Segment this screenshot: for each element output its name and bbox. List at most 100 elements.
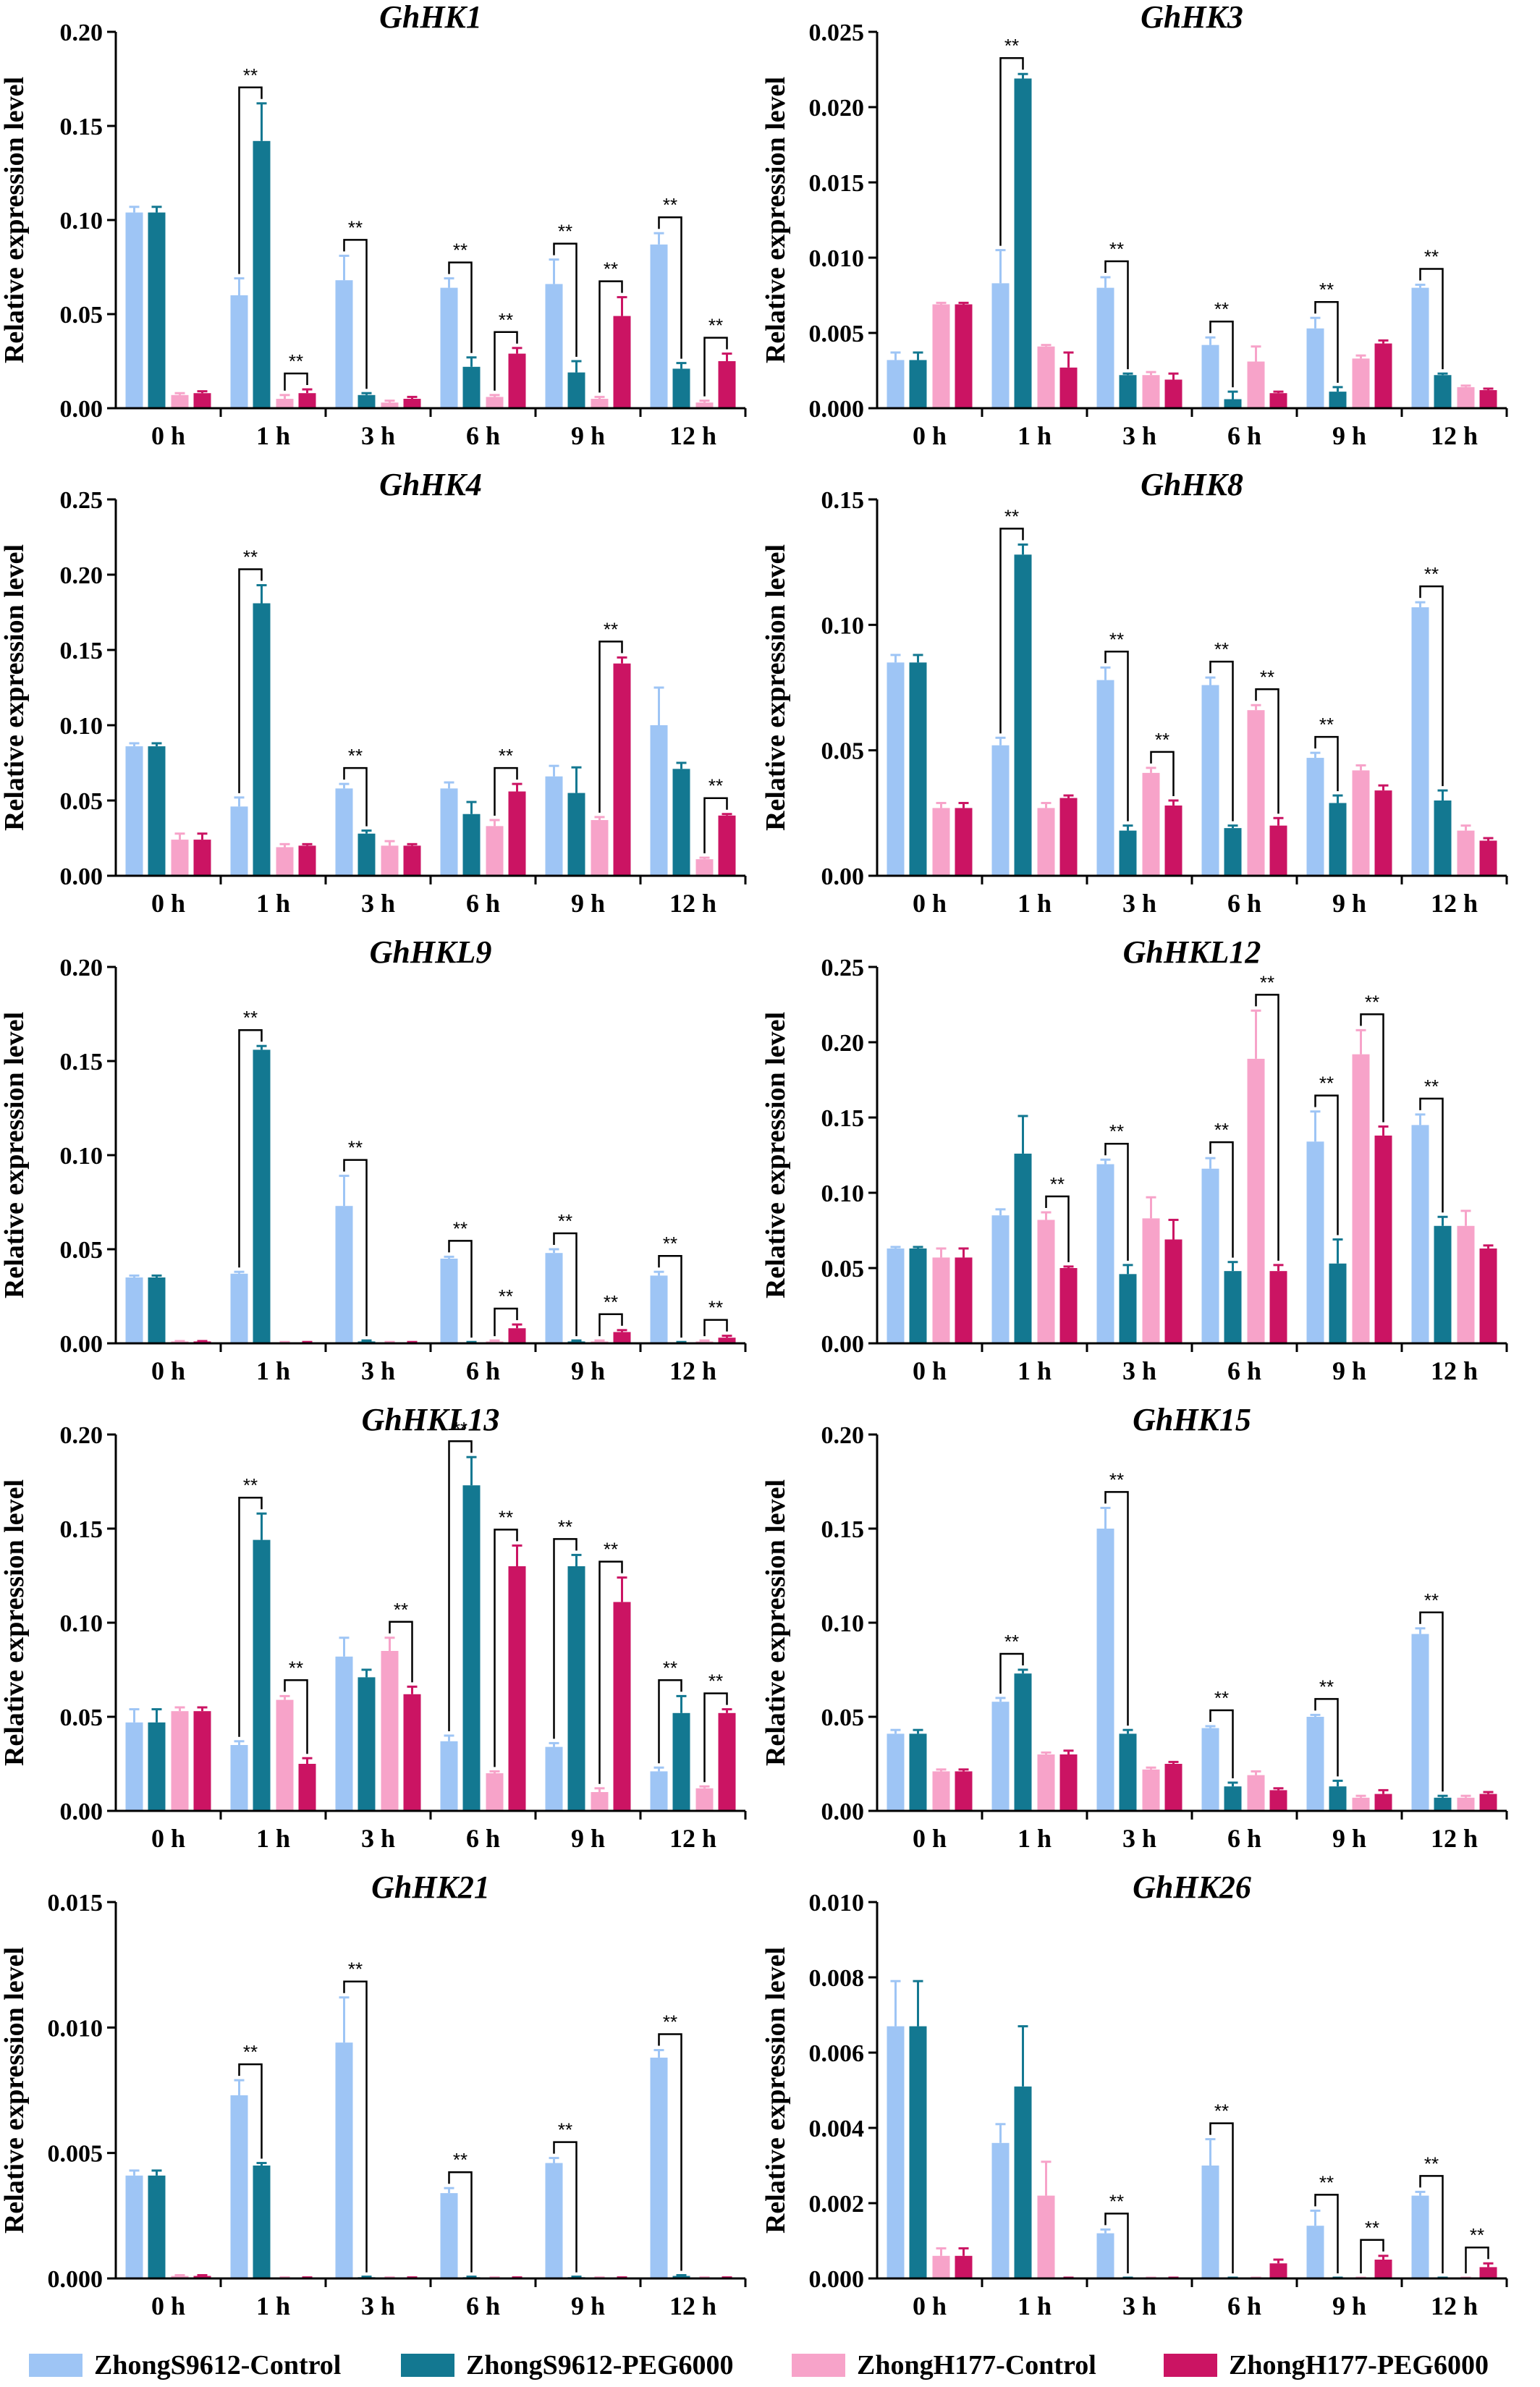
bar [591,1792,609,1811]
legend-swatch [401,2354,454,2377]
bar [1306,758,1324,876]
bar [335,2042,353,2278]
x-tick-label: 3 h [361,1824,395,1853]
bar [1457,830,1475,876]
significance-bracket [1360,1013,1384,1123]
significance-bracket [1314,1094,1339,1235]
significance-bracket [658,2033,682,2271]
x-tick-label: 3 h [361,889,395,918]
y-tick-label: 0.15 [60,114,103,140]
bar [955,304,973,408]
bar [1457,386,1475,408]
significance-label: ** [1424,1589,1439,1611]
significance-label: ** [663,2011,677,2033]
y-axis-label: Relative expression level [0,1479,30,1766]
significance-bracket [238,1496,263,1737]
bar [335,1656,353,1811]
legend-swatch [29,2354,82,2377]
bar [1014,78,1032,408]
y-tick-label: 0.025 [809,20,865,46]
significance-bracket [1150,751,1175,796]
significance-bracket [494,766,518,816]
chart-title: GhHK26 [1133,1870,1251,1905]
bar [1269,825,1287,876]
chart-panel: GhHKL12 Relative expression level ** ** ** **… [761,934,1508,1385]
bar [672,2276,690,2278]
y-tick-label: 0.010 [48,2015,103,2042]
significance-label: ** [1319,2171,1334,2193]
bar [1142,1769,1160,1811]
significance-label: ** [558,1516,572,1537]
bar [1096,680,1114,876]
significance-label: ** [289,1657,303,1678]
x-tick-label: 3 h [1122,421,1156,450]
significance-bracket [448,1240,473,1338]
bar [1037,1754,1055,1811]
significance-bracket [553,1232,578,1337]
significance-bracket [1314,300,1339,383]
significance-bracket [343,1159,368,1337]
bar [1201,685,1219,876]
significance-bracket [448,2171,473,2273]
significance-bracket [1104,651,1129,821]
significance-bracket [238,2063,263,2159]
bar [1306,1717,1324,1811]
x-tick-label: 6 h [466,421,500,450]
bar [1374,790,1392,876]
significance-bracket [658,1679,682,1764]
bar [1096,287,1114,408]
legend-item-s9612-control: ZhongS9612-Control [29,2350,341,2380]
bar [335,280,353,408]
y-tick-label: 0.05 [60,302,103,329]
x-tick-label: 12 h [669,889,716,918]
x-tick-label: 9 h [571,889,605,918]
bar [193,2276,211,2278]
significance-bracket [1419,1611,1444,1792]
legend-swatch [1164,2354,1217,2377]
y-axis-label: Relative expression level [0,77,30,363]
significance-bracket [1104,2213,1129,2273]
bar [567,1566,585,1811]
significance-label: ** [1365,991,1379,1013]
x-tick-label: 1 h [1018,2291,1052,2320]
bar [932,808,950,876]
bar [1059,1268,1078,1343]
bar [650,725,668,876]
bar [1164,805,1182,876]
legend-label: ZhongS9612-PEG6000 [466,2350,734,2380]
significance-bracket [343,766,368,827]
bar [440,1259,458,1343]
significance-bracket [598,1313,623,1337]
y-tick-label: 0.05 [821,738,865,765]
chart-panel: GhHKL13 Relative expression level ** ** ** **… [0,1402,747,1853]
x-tick-label: 9 h [571,1824,605,1853]
bar [1201,1168,1219,1343]
bar [148,1277,166,1343]
bar [1224,828,1242,876]
bar [230,1745,248,1811]
significance-label: ** [1319,714,1334,735]
significance-bracket [1104,260,1129,370]
bar [403,1694,421,1811]
bar [650,1275,668,1343]
x-tick-label: 9 h [1332,2291,1366,2320]
significance-label: ** [453,1217,468,1239]
bar [171,1711,189,1811]
significance-label: ** [604,1539,618,1560]
bar [403,845,421,876]
bar [887,2026,905,2278]
x-tick-label: 12 h [1431,1356,1478,1385]
y-tick-label: 0.10 [60,1143,103,1170]
bar [887,1733,905,1811]
significance-bracket [658,216,682,359]
significance-label: ** [289,350,303,372]
significance-label: ** [663,1233,677,1254]
y-tick-label: 0.05 [60,1237,103,1264]
bar [613,663,631,876]
x-tick-label: 1 h [1018,889,1052,918]
significance-bracket [494,331,518,391]
bar [1269,1271,1287,1343]
significance-label: ** [499,1506,513,1528]
bar [171,840,189,876]
